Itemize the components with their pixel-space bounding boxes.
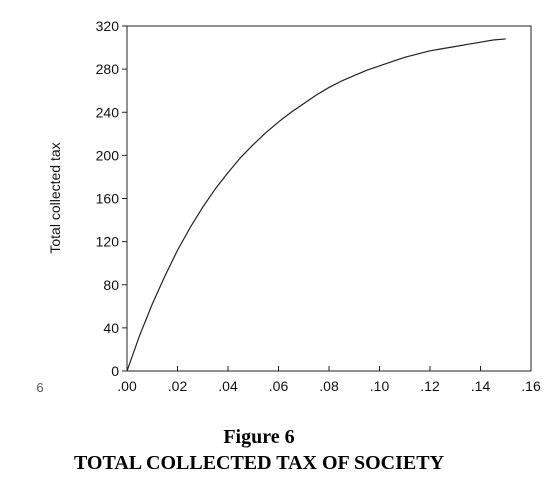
stray-left-label: 6 <box>36 380 43 395</box>
y-axis: 0 40 80 120 160 200 240 280 320 <box>96 18 127 379</box>
figure-label: Figure 6 <box>223 426 295 448</box>
y-tick-label: 280 <box>96 61 120 77</box>
y-tick-label: 320 <box>96 18 120 34</box>
x-tick-label: .00 <box>117 378 137 394</box>
y-tick-label: 160 <box>96 191 120 207</box>
y-tick-label: 200 <box>96 147 120 163</box>
x-tick-label: .08 <box>319 378 339 394</box>
x-tick-label: .12 <box>420 378 440 394</box>
x-tick-label: .10 <box>370 378 390 394</box>
x-tick-label: .04 <box>218 378 238 394</box>
y-tick-label: 0 <box>111 363 119 379</box>
series-layer <box>126 38 506 372</box>
y-tick-label: 40 <box>103 320 119 336</box>
y-tick-label: 120 <box>96 234 120 250</box>
x-tick-label: .16 <box>521 378 541 394</box>
figure-title: TOTAL COLLECTED TAX OF SOCIETY <box>73 452 445 474</box>
plot-frame <box>126 25 532 372</box>
series-line <box>126 38 506 372</box>
y-axis-title: Total collected tax <box>47 142 63 253</box>
x-tick-label: .02 <box>168 378 188 394</box>
y-tick-label: 240 <box>96 104 120 120</box>
x-axis: .00 .02 .04 .06 .08 .10 .12 .14 .16 <box>117 366 541 394</box>
y-tick-label: 80 <box>103 277 119 293</box>
x-tick-label: .06 <box>269 378 289 394</box>
x-tick-label: .14 <box>471 378 491 394</box>
